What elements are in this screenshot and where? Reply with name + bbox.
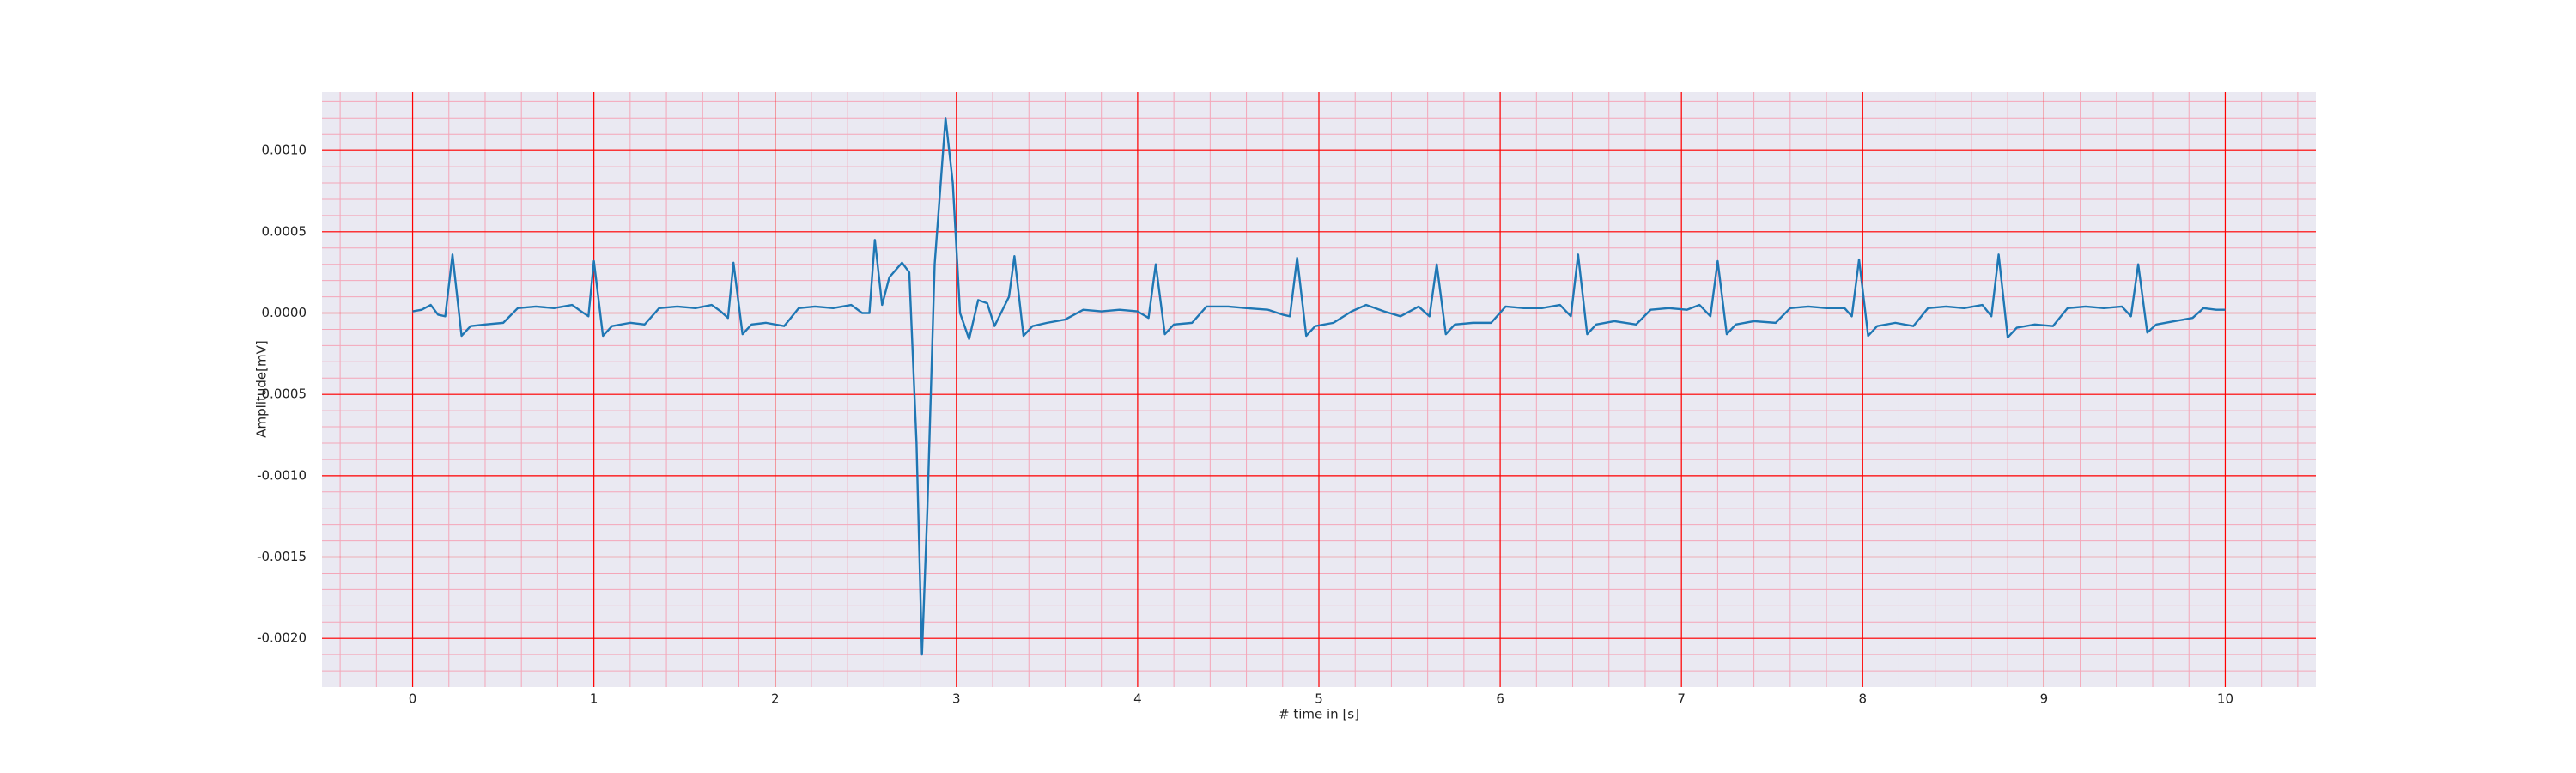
x-tick-label: 10	[2217, 691, 2233, 707]
x-tick-label: 2	[771, 691, 780, 707]
y-tick-label: 0.0000	[262, 305, 307, 320]
ecg-line	[412, 117, 2226, 656]
y-axis-label: Amplitude[mV]	[254, 340, 270, 437]
x-tick-label: 5	[1315, 691, 1323, 707]
x-tick-label: 6	[1496, 691, 1504, 707]
x-tick-label: 9	[2040, 691, 2049, 707]
y-tick-label: -0.0015	[257, 549, 307, 564]
x-axis-label: # time in [s]	[1279, 707, 1359, 722]
y-tick-label: -0.0010	[257, 467, 307, 483]
x-tick-label: 4	[1133, 691, 1142, 707]
y-tick-label: -0.0005	[257, 386, 307, 402]
x-tick-label: 8	[1858, 691, 1867, 707]
y-tick-label: -0.0020	[257, 630, 307, 646]
x-tick-label: 3	[952, 691, 961, 707]
x-tick-label: 0	[409, 691, 417, 707]
y-tick-label: 0.0005	[262, 223, 307, 239]
x-tick-label: 1	[590, 691, 598, 707]
y-tick-label: 0.0010	[262, 143, 307, 158]
x-tick-label: 7	[1677, 691, 1686, 707]
